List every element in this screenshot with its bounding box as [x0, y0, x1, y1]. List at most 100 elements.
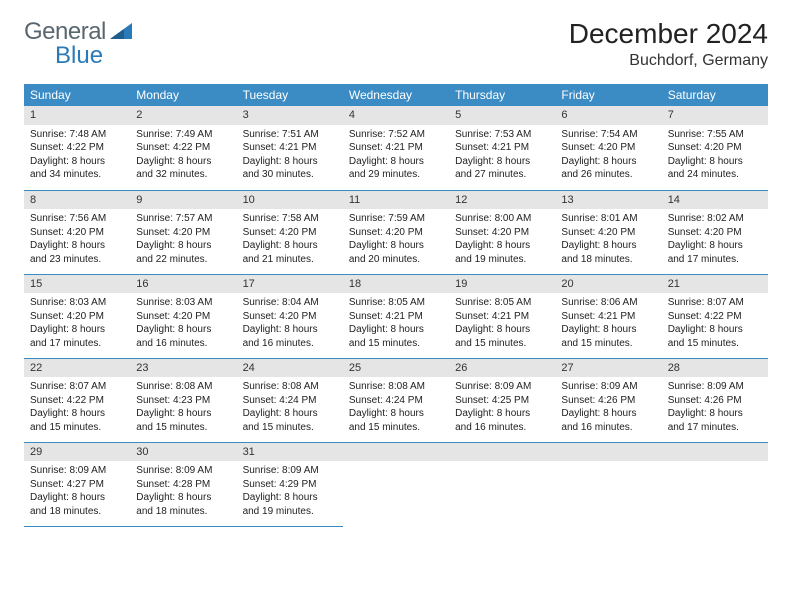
- day-content: Sunrise: 8:09 AMSunset: 4:26 PMDaylight:…: [555, 377, 661, 440]
- day-number: 26: [449, 359, 555, 378]
- day-content: Sunrise: 7:59 AMSunset: 4:20 PMDaylight:…: [343, 209, 449, 272]
- calendar-cell: 2Sunrise: 7:49 AMSunset: 4:22 PMDaylight…: [130, 106, 236, 190]
- sunset-line: Sunset: 4:20 PM: [455, 226, 549, 240]
- day-number: 31: [237, 443, 343, 462]
- sunrise-line: Sunrise: 7:51 AM: [243, 128, 337, 142]
- day-content: Sunrise: 7:53 AMSunset: 4:21 PMDaylight:…: [449, 125, 555, 188]
- daylight-line: Daylight: 8 hours and 15 minutes.: [136, 407, 230, 434]
- sunset-line: Sunset: 4:26 PM: [668, 394, 762, 408]
- weekday-header: Thursday: [449, 84, 555, 106]
- calendar-cell: 18Sunrise: 8:05 AMSunset: 4:21 PMDayligh…: [343, 274, 449, 358]
- daylight-line: Daylight: 8 hours and 16 minutes.: [243, 323, 337, 350]
- daylight-line: Daylight: 8 hours and 15 minutes.: [243, 407, 337, 434]
- day-content: Sunrise: 8:05 AMSunset: 4:21 PMDaylight:…: [343, 293, 449, 356]
- day-number: 15: [24, 275, 130, 294]
- day-number: 13: [555, 191, 661, 210]
- calendar-cell: 22Sunrise: 8:07 AMSunset: 4:22 PMDayligh…: [24, 358, 130, 442]
- day-content: Sunrise: 8:07 AMSunset: 4:22 PMDaylight:…: [24, 377, 130, 440]
- calendar-row: 1Sunrise: 7:48 AMSunset: 4:22 PMDaylight…: [24, 106, 768, 190]
- calendar-cell: 28Sunrise: 8:09 AMSunset: 4:26 PMDayligh…: [662, 358, 768, 442]
- sunset-line: Sunset: 4:21 PM: [349, 310, 443, 324]
- sunset-line: Sunset: 4:20 PM: [561, 141, 655, 155]
- weekday-header: Wednesday: [343, 84, 449, 106]
- day-content: Sunrise: 7:49 AMSunset: 4:22 PMDaylight:…: [130, 125, 236, 188]
- daylight-line: Daylight: 8 hours and 16 minutes.: [136, 323, 230, 350]
- sunrise-line: Sunrise: 7:53 AM: [455, 128, 549, 142]
- sunrise-line: Sunrise: 8:04 AM: [243, 296, 337, 310]
- sunrise-line: Sunrise: 8:07 AM: [668, 296, 762, 310]
- calendar-cell: 19Sunrise: 8:05 AMSunset: 4:21 PMDayligh…: [449, 274, 555, 358]
- calendar-cell: 31Sunrise: 8:09 AMSunset: 4:29 PMDayligh…: [237, 442, 343, 526]
- calendar-cell: 8Sunrise: 7:56 AMSunset: 4:20 PMDaylight…: [24, 190, 130, 274]
- daylight-line: Daylight: 8 hours and 19 minutes.: [455, 239, 549, 266]
- sunrise-line: Sunrise: 8:05 AM: [349, 296, 443, 310]
- daylight-line: Daylight: 8 hours and 34 minutes.: [30, 155, 124, 182]
- day-content: Sunrise: 7:58 AMSunset: 4:20 PMDaylight:…: [237, 209, 343, 272]
- calendar-table: Sunday Monday Tuesday Wednesday Thursday…: [24, 84, 768, 527]
- location: Buchdorf, Germany: [569, 52, 768, 70]
- day-number: 21: [662, 275, 768, 294]
- sunset-line: Sunset: 4:24 PM: [243, 394, 337, 408]
- sunrise-line: Sunrise: 7:59 AM: [349, 212, 443, 226]
- calendar-cell: 26Sunrise: 8:09 AMSunset: 4:25 PMDayligh…: [449, 358, 555, 442]
- sunset-line: Sunset: 4:20 PM: [668, 141, 762, 155]
- sunrise-line: Sunrise: 7:56 AM: [30, 212, 124, 226]
- day-number: 27: [555, 359, 661, 378]
- sunrise-line: Sunrise: 8:00 AM: [455, 212, 549, 226]
- calendar-cell: [343, 442, 449, 526]
- day-number: 25: [343, 359, 449, 378]
- sunrise-line: Sunrise: 8:07 AM: [30, 380, 124, 394]
- day-content: Sunrise: 7:52 AMSunset: 4:21 PMDaylight:…: [343, 125, 449, 188]
- weekday-header: Saturday: [662, 84, 768, 106]
- sunset-line: Sunset: 4:21 PM: [455, 141, 549, 155]
- daylight-line: Daylight: 8 hours and 30 minutes.: [243, 155, 337, 182]
- day-number: 8: [24, 191, 130, 210]
- sunset-line: Sunset: 4:22 PM: [30, 141, 124, 155]
- sunrise-line: Sunrise: 7:49 AM: [136, 128, 230, 142]
- day-number: 17: [237, 275, 343, 294]
- sunset-line: Sunset: 4:20 PM: [136, 226, 230, 240]
- weekday-header: Tuesday: [237, 84, 343, 106]
- day-content: Sunrise: 8:08 AMSunset: 4:24 PMDaylight:…: [237, 377, 343, 440]
- calendar-row: 29Sunrise: 8:09 AMSunset: 4:27 PMDayligh…: [24, 442, 768, 526]
- calendar-row: 8Sunrise: 7:56 AMSunset: 4:20 PMDaylight…: [24, 190, 768, 274]
- title-block: December 2024 Buchdorf, Germany: [569, 18, 768, 70]
- daylight-line: Daylight: 8 hours and 17 minutes.: [668, 407, 762, 434]
- sunrise-line: Sunrise: 8:06 AM: [561, 296, 655, 310]
- day-content: Sunrise: 7:54 AMSunset: 4:20 PMDaylight:…: [555, 125, 661, 188]
- sunrise-line: Sunrise: 8:01 AM: [561, 212, 655, 226]
- weekday-header: Monday: [130, 84, 236, 106]
- sunrise-line: Sunrise: 8:05 AM: [455, 296, 549, 310]
- calendar-cell: [449, 442, 555, 526]
- daylight-line: Daylight: 8 hours and 16 minutes.: [561, 407, 655, 434]
- calendar-cell: 3Sunrise: 7:51 AMSunset: 4:21 PMDaylight…: [237, 106, 343, 190]
- day-number: 6: [555, 106, 661, 125]
- calendar-cell: 29Sunrise: 8:09 AMSunset: 4:27 PMDayligh…: [24, 442, 130, 526]
- weekday-header: Friday: [555, 84, 661, 106]
- day-content: Sunrise: 8:01 AMSunset: 4:20 PMDaylight:…: [555, 209, 661, 272]
- daylight-line: Daylight: 8 hours and 29 minutes.: [349, 155, 443, 182]
- weekday-header-row: Sunday Monday Tuesday Wednesday Thursday…: [24, 84, 768, 106]
- calendar-cell: 13Sunrise: 8:01 AMSunset: 4:20 PMDayligh…: [555, 190, 661, 274]
- daylight-line: Daylight: 8 hours and 17 minutes.: [30, 323, 124, 350]
- sunrise-line: Sunrise: 8:08 AM: [136, 380, 230, 394]
- day-number: 16: [130, 275, 236, 294]
- daylight-line: Daylight: 8 hours and 21 minutes.: [243, 239, 337, 266]
- logo-text-2: Blue: [55, 42, 103, 70]
- sunset-line: Sunset: 4:20 PM: [30, 310, 124, 324]
- sunset-line: Sunset: 4:27 PM: [30, 478, 124, 492]
- day-number: 28: [662, 359, 768, 378]
- day-number: 2: [130, 106, 236, 125]
- calendar-cell: 21Sunrise: 8:07 AMSunset: 4:22 PMDayligh…: [662, 274, 768, 358]
- sunset-line: Sunset: 4:23 PM: [136, 394, 230, 408]
- calendar-cell: [555, 442, 661, 526]
- calendar-cell: 27Sunrise: 8:09 AMSunset: 4:26 PMDayligh…: [555, 358, 661, 442]
- day-number: 10: [237, 191, 343, 210]
- calendar-body: 1Sunrise: 7:48 AMSunset: 4:22 PMDaylight…: [24, 106, 768, 526]
- daylight-line: Daylight: 8 hours and 18 minutes.: [136, 491, 230, 518]
- sunset-line: Sunset: 4:21 PM: [349, 141, 443, 155]
- sunset-line: Sunset: 4:22 PM: [668, 310, 762, 324]
- sunrise-line: Sunrise: 7:48 AM: [30, 128, 124, 142]
- calendar-cell: 7Sunrise: 7:55 AMSunset: 4:20 PMDaylight…: [662, 106, 768, 190]
- calendar-row: 22Sunrise: 8:07 AMSunset: 4:22 PMDayligh…: [24, 358, 768, 442]
